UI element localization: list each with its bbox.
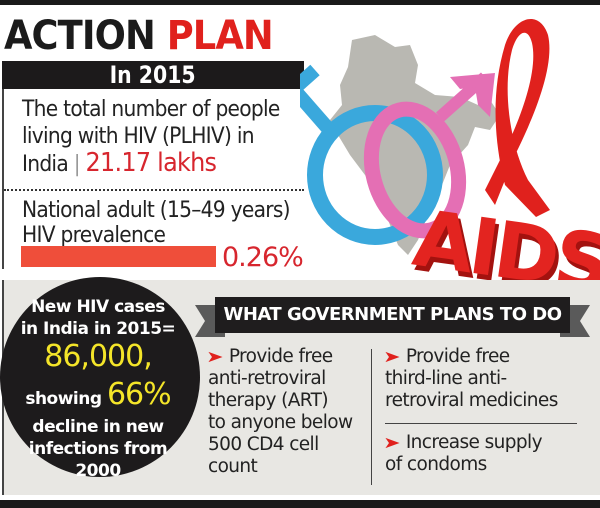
arrow-bullet-icon: ➤ [383, 347, 400, 366]
plan-item-condoms: ➤ Increase supply of condoms [383, 432, 542, 475]
page-title: ACTION PLAN [4, 13, 274, 59]
red-ribbon-icon [485, 18, 550, 218]
top-rule [0, 0, 600, 5]
title-action: ACTION [4, 13, 156, 59]
new-cases-text: New HIV cases in India in 2015= 86,000, … [20, 297, 176, 481]
bottom-spacer [2, 495, 600, 500]
decline-percent: 66% [106, 377, 172, 412]
plhiv-value: 21.17 lakhs [85, 148, 218, 178]
plans-heading-ribbon: WHAT GOVERNMENT PLANS TO DO [195, 297, 590, 337]
item-divider [385, 423, 577, 424]
column-divider [371, 349, 372, 485]
hiv-illustration: AIDS AIDS [300, 18, 600, 295]
female-symbol-icon [300, 64, 443, 245]
male-symbol-icon [363, 72, 495, 239]
prevalence-value: 0.26% [222, 242, 304, 273]
title-plan: PLAN [166, 13, 274, 59]
dotted-divider [4, 189, 304, 191]
new-cases-circle [0, 277, 200, 477]
box-left-border [2, 89, 4, 269]
plhiv-stat: The total number of people living with H… [22, 97, 280, 178]
year-banner: In 2015 [2, 61, 304, 89]
arrow-bullet-icon: ➤ [206, 347, 223, 366]
prevalence-bar [21, 246, 216, 267]
new-cases-count: 86,000, [44, 339, 153, 374]
plan-item-third-line: ➤ Provide free third-line anti- retrovira… [383, 346, 558, 411]
arrow-bullet-icon: ➤ [383, 433, 400, 452]
plan-item-art: ➤ Provide free anti-retroviral therapy (A… [206, 346, 353, 477]
prevalence-label: National adult (15–49 years) HIV prevale… [22, 198, 291, 248]
india-map-icon [330, 35, 500, 255]
bottom-rule [0, 500, 600, 508]
plans-heading: WHAT GOVERNMENT PLANS TO DO [215, 297, 570, 333]
